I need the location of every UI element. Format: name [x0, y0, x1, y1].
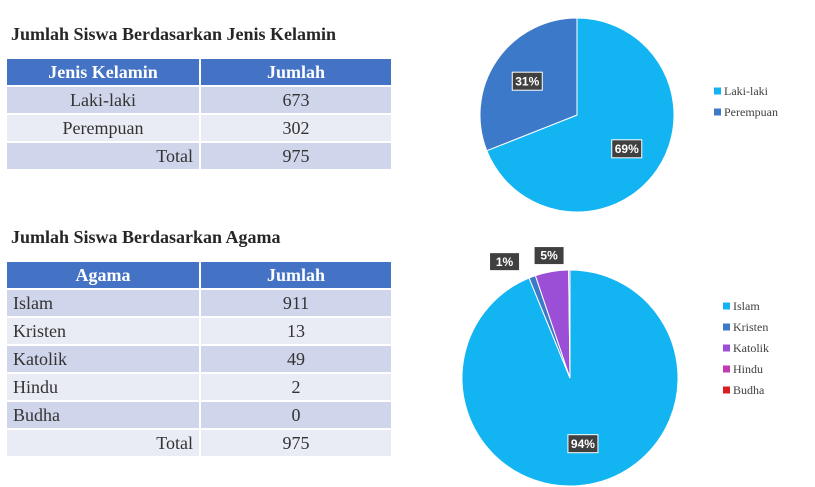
legend-swatch — [714, 108, 721, 116]
label-box — [533, 246, 565, 266]
legend-swatch — [714, 87, 721, 95]
legend-swatch — [723, 344, 730, 352]
row: Hindu 2 — [5, 372, 393, 402]
pie-slice — [486, 17, 675, 213]
label-box — [567, 434, 599, 454]
legend-swatch — [723, 386, 730, 394]
row: Katolik 49 — [5, 344, 393, 374]
cell: Hindu — [5, 372, 201, 402]
header-row: Agama Jumlah — [5, 260, 393, 290]
row: Perempuan 302 — [5, 113, 393, 143]
table: Agama Jumlah Islam 911 Kristen 13 Katolik 49 Hin… — [5, 260, 393, 458]
row: Total 975 — [5, 428, 393, 458]
label-box — [611, 139, 643, 159]
header-row: Jenis Kelamin Jumlah — [5, 57, 393, 87]
legend-swatch — [723, 323, 730, 331]
cell: 975 — [199, 141, 393, 171]
data-label: 1% — [496, 255, 514, 269]
legend-label: Kristen — [733, 320, 768, 334]
data-label: 94% — [571, 437, 595, 451]
pie-slice — [568, 269, 571, 379]
legend-label: Budha — [733, 383, 765, 397]
data-label: 5% — [540, 249, 558, 263]
legend-label: Laki-laki — [724, 84, 769, 98]
cell: Kristen — [5, 316, 201, 346]
data-label: 31% — [515, 74, 539, 88]
cell: 0 — [199, 400, 393, 430]
table-title: Jumlah Siswa Berdasarkan Jenis Kelamin — [11, 24, 337, 44]
table: Jenis Kelamin Jumlah Laki-laki 673 Perempuan… — [5, 57, 393, 171]
cell: 49 — [199, 344, 393, 374]
cell: Laki-laki — [5, 85, 201, 115]
header-cell: Jenis Kelamin — [5, 57, 201, 87]
legend-label: Islam — [733, 299, 760, 313]
row: Budha 0 — [5, 400, 393, 430]
cell: 975 — [199, 428, 393, 458]
legend-swatch — [723, 365, 730, 373]
cell: Perempuan — [5, 113, 201, 143]
header-cell: Agama — [5, 260, 201, 290]
legend-swatch — [723, 302, 730, 310]
row: Laki-laki 673 — [5, 85, 393, 115]
cell: 2 — [199, 372, 393, 402]
cell: Katolik — [5, 344, 201, 374]
legend-label: Hindu — [733, 362, 763, 376]
row: Total 975 — [5, 141, 393, 171]
cell: 911 — [199, 288, 393, 318]
legend-label: Perempuan — [724, 105, 778, 119]
table-title: Jumlah Siswa Berdasarkan Agama — [11, 227, 281, 247]
cell: 13 — [199, 316, 393, 346]
cell: 673 — [199, 85, 393, 115]
legend-label: Katolik — [733, 341, 769, 355]
cell: 302 — [199, 113, 393, 143]
header-cell: Jumlah — [199, 57, 393, 87]
cell: Total — [5, 141, 201, 171]
data-label: 69% — [615, 142, 639, 156]
row: Islam 911 — [5, 288, 393, 318]
pie-slice — [461, 269, 679, 487]
cell: Islam — [5, 288, 201, 318]
cell: Total — [5, 428, 201, 458]
label-box — [489, 252, 521, 272]
cell: Budha — [5, 400, 201, 430]
label-box — [511, 71, 543, 91]
row: Kristen 13 — [5, 316, 393, 346]
header-cell: Jumlah — [199, 260, 393, 290]
